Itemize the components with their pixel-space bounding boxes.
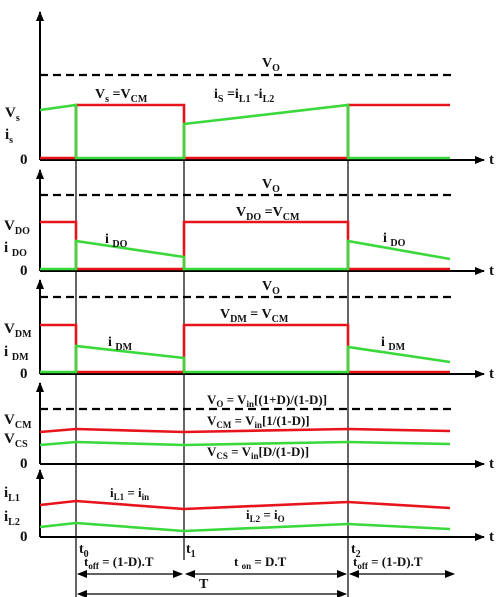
diode_m-ylabel-1: i DM <box>4 344 29 363</box>
interval-label-0: toff = (1-D).T <box>84 554 154 571</box>
diode_m-vo-label: VO <box>262 279 280 297</box>
caps-ylabel-1: VCS <box>4 431 28 450</box>
diode_o-annotation-2: i DO <box>383 231 406 249</box>
caps-t-label: t <box>489 456 494 472</box>
panel-diode-o <box>40 220 451 271</box>
vcm-trace <box>39 427 451 434</box>
period-label: T <box>199 577 209 592</box>
caps-annotation-1: VCM = Vin[1/(1-D)] <box>207 413 310 430</box>
diode-o-current-trace <box>40 239 451 271</box>
diode_m-ylabel-0: VDM <box>4 321 32 340</box>
inductors-annotation-0: iL1 = iin <box>110 485 149 502</box>
switch-current-trace <box>39 103 450 160</box>
il1-trace <box>39 499 451 511</box>
switch-vo-label: VO <box>262 56 280 74</box>
diode_o-annotation-0: VDO =VCM <box>236 205 300 223</box>
switch-voltage-trace <box>40 103 450 160</box>
switch-t-label: t <box>489 152 494 168</box>
diode_m-zero: 0 <box>20 366 28 382</box>
panel-caps <box>39 427 451 447</box>
inductors-t-label: t <box>489 529 494 545</box>
diode_m-annotation-0: VDM = VCM <box>220 307 289 325</box>
interval-arrows <box>77 570 455 597</box>
diode_m-t-label: t <box>489 366 494 382</box>
inductors-ylabel-0: iL1 <box>4 485 20 504</box>
diode_o-t-label: t <box>489 263 494 279</box>
diode_o-annotation-1: i DO <box>105 232 128 250</box>
il2-trace <box>39 521 451 533</box>
caps-annotation-0: VO = Vin[(1+D)/(1-D)] <box>207 392 327 409</box>
diode_o-vo-label: VO <box>262 177 280 195</box>
caps-annotation-2: VCS = Vin[D/(1-D)] <box>207 444 309 461</box>
diode-m-current-trace <box>40 344 451 374</box>
interval-label-1: t on = D.T <box>234 554 287 571</box>
time-mark-2: t2 <box>351 542 361 560</box>
diode_o-ylabel-1: i DO <box>4 240 27 259</box>
switch-annotation-1: iS =iL1 -iL2 <box>214 87 274 105</box>
caps-zero: 0 <box>20 456 28 472</box>
switch-ylabel-0: Vs <box>5 105 20 124</box>
inductors-ylabel-1: iL2 <box>4 509 20 528</box>
caps-ylabel-0: VCM <box>4 412 32 431</box>
interval-label-2: toff = (1-D).T <box>353 554 423 571</box>
x-axes <box>40 156 485 541</box>
inductors-annotation-1: iL2 = iO <box>246 507 285 524</box>
panel-diode-m <box>40 323 451 374</box>
vcs-trace <box>39 440 451 447</box>
time-mark-0: t0 <box>79 542 89 560</box>
panel-inductors <box>39 499 451 533</box>
vo-reference-lines <box>40 73 455 411</box>
time-mark-1: t1 <box>186 542 196 560</box>
switch-ylabel-1: is <box>5 127 13 146</box>
switch-annotation-0: Vs =VCM <box>95 87 148 105</box>
diode_o-ylabel-0: VDO <box>4 218 30 237</box>
panel-switch <box>39 103 450 160</box>
diode_m-annotation-1: i DM <box>108 335 133 353</box>
inductors-zero: 0 <box>20 529 28 545</box>
switch-zero: 0 <box>20 152 28 168</box>
diode_o-zero: 0 <box>20 263 28 279</box>
diode_m-annotation-2: i DM <box>381 335 406 353</box>
